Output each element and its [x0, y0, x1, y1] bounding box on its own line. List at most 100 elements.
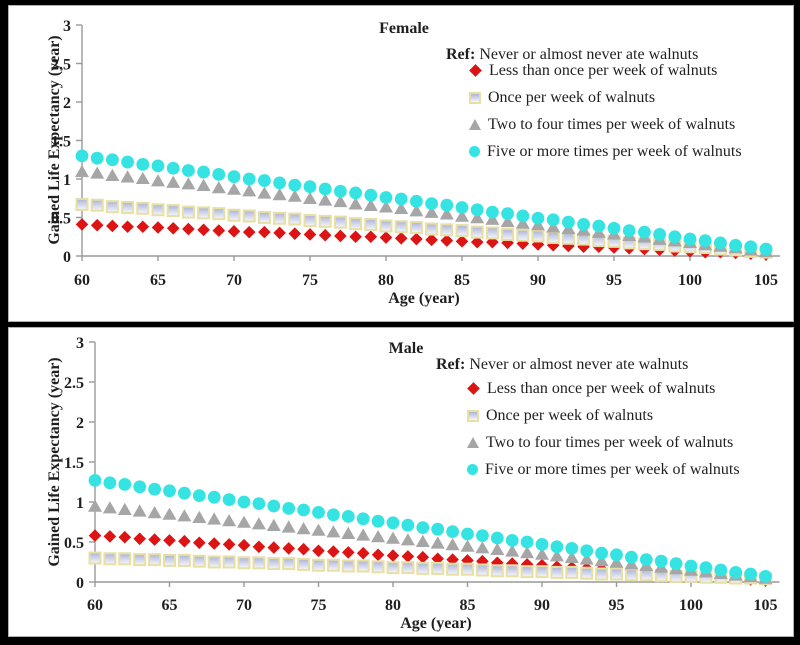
female-legend-ref: Ref: Never or almost never ate walnuts — [446, 45, 698, 64]
data-point-triangle — [272, 188, 287, 201]
legend-label: Five or more times per week of walnuts — [487, 142, 742, 160]
data-point-square — [565, 565, 579, 579]
x-tick-label: 95 — [609, 597, 625, 614]
data-point-diamond — [327, 545, 340, 558]
data-point-triangle — [415, 534, 430, 547]
data-point-circle — [505, 534, 519, 547]
female-chart-title: Female — [379, 20, 429, 37]
data-point-square — [349, 217, 363, 231]
data-point-triangle — [490, 542, 505, 555]
cyan-circle-icon — [469, 146, 480, 157]
data-point-square — [624, 568, 638, 582]
data-point-diamond — [446, 553, 459, 566]
data-point-square — [207, 555, 221, 569]
data-point-diamond — [461, 554, 474, 567]
data-point-circle — [75, 149, 89, 163]
data-point-square — [181, 205, 195, 219]
data-point-triangle — [162, 507, 177, 520]
data-point-diamond — [303, 228, 317, 241]
data-point-triangle — [281, 520, 296, 533]
data-point-circle — [273, 176, 286, 190]
legend-item-less-than-once: Less than once per week of walnuts — [467, 375, 740, 402]
data-point-circle — [669, 557, 683, 570]
data-point-square — [318, 214, 332, 228]
data-point-triangle — [196, 178, 211, 191]
x-tick-label: 90 — [534, 597, 550, 614]
data-point-square — [394, 220, 408, 234]
data-point-triangle — [257, 186, 272, 199]
data-point-triangle — [303, 191, 317, 205]
data-point-diamond — [237, 538, 251, 552]
x-tick-label: 60 — [87, 597, 103, 614]
data-point-square — [163, 553, 176, 567]
data-point-square — [516, 228, 530, 242]
data-point-circle — [653, 228, 666, 241]
data-point-circle — [163, 484, 176, 498]
data-point-circle — [90, 151, 104, 165]
data-point-square — [105, 200, 119, 214]
data-point-diamond — [371, 548, 385, 562]
data-point-triangle — [90, 166, 105, 179]
data-point-triangle — [151, 174, 165, 187]
data-point-circle — [729, 566, 743, 579]
data-point-square — [267, 557, 281, 571]
legend-label: Less than once per week of walnuts — [489, 61, 718, 79]
data-point-circle — [106, 153, 119, 167]
data-point-triangle — [88, 499, 102, 512]
data-point-triangle — [500, 214, 515, 228]
data-point-triangle — [207, 512, 222, 525]
data-point-circle — [364, 188, 378, 202]
data-point-circle — [744, 240, 758, 254]
data-point-square — [446, 562, 460, 576]
legend-item-five-or-more: Five or more times per week of walnuts — [469, 138, 742, 165]
data-point-diamond — [75, 218, 89, 231]
data-point-circle — [103, 476, 117, 490]
data-point-circle — [516, 209, 530, 223]
data-point-circle — [356, 512, 370, 526]
data-point-triangle — [333, 194, 348, 208]
data-point-circle — [318, 182, 332, 196]
y-tick-label: 0 — [76, 575, 84, 592]
data-point-square — [282, 557, 296, 571]
legend-label: Five or more times per week of walnuts — [485, 460, 740, 478]
data-point-circle — [297, 503, 310, 517]
ref-text: Never or almost never ate walnuts — [479, 46, 699, 63]
data-point-circle — [386, 516, 400, 530]
data-point-triangle — [371, 530, 386, 543]
data-point-circle — [562, 215, 575, 229]
cyan-circle-icon — [467, 464, 478, 475]
data-point-square — [192, 554, 206, 568]
data-point-circle — [182, 164, 195, 177]
data-point-circle — [759, 242, 773, 256]
x-tick-label: 75 — [311, 597, 327, 614]
data-point-circle — [237, 495, 251, 509]
data-point-diamond — [151, 221, 165, 234]
data-point-triangle — [424, 205, 439, 218]
data-point-square — [505, 564, 519, 578]
data-point-square — [386, 561, 400, 575]
data-point-triangle — [181, 177, 196, 190]
data-point-circle — [288, 178, 302, 192]
data-point-triangle — [546, 220, 561, 233]
data-point-square — [297, 557, 311, 571]
data-point-triangle — [102, 501, 117, 514]
legend-label: Less than once per week of walnuts — [487, 379, 716, 397]
data-point-triangle — [166, 175, 181, 188]
data-point-diamond — [318, 228, 332, 242]
data-point-circle — [425, 197, 438, 211]
data-point-diamond — [103, 530, 117, 543]
data-point-square — [103, 552, 117, 566]
data-point-circle — [610, 548, 623, 562]
data-point-diamond — [178, 534, 191, 548]
data-point-triangle — [430, 536, 445, 549]
x-tick-label: 70 — [226, 272, 242, 289]
y-tick-label: 1.5 — [64, 455, 84, 472]
data-point-diamond — [505, 557, 519, 570]
data-point-circle — [714, 236, 727, 250]
data-point-circle — [595, 546, 608, 560]
data-point-square — [90, 198, 104, 212]
data-point-triangle — [356, 528, 371, 541]
x-tick-label: 75 — [302, 272, 318, 289]
data-point-triangle — [400, 533, 415, 546]
data-point-diamond — [401, 550, 415, 563]
